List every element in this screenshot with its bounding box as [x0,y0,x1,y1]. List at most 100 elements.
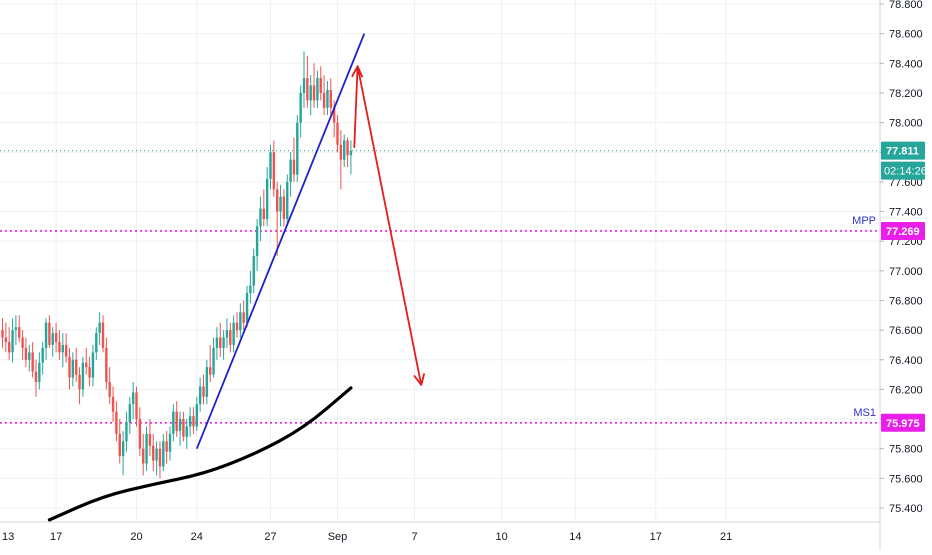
candle-down [105,347,108,382]
candle-down [282,196,286,219]
candle-down [88,367,91,378]
forecast-arrowhead-down [413,373,426,386]
candle-up [155,448,158,461]
time-tick-label: 21 [720,531,732,543]
candle-down [292,159,296,175]
candle-down [101,322,105,348]
candle-down [4,337,8,342]
candle-down [202,386,205,397]
time-tick-label: 10 [496,531,508,543]
candles-layer [1,51,353,479]
candle-up [28,352,31,360]
candle-down [78,374,81,390]
candle-down [8,341,11,353]
candle-up [326,89,329,108]
price-tick-label: 78.200 [889,88,923,100]
candle-up [309,85,312,101]
candle-up [11,330,14,353]
candle-up [95,333,98,353]
candle-down [322,92,326,108]
candle-up [265,178,269,219]
candle-up [299,92,302,123]
level-badge-value: 77.269 [886,226,920,238]
candle-down [158,448,162,467]
candle-up [168,433,172,452]
candle-down [148,433,152,446]
candle-up [61,344,64,353]
candle-up [212,347,215,375]
candle-down [142,448,145,464]
candle-up [349,150,353,156]
candle-down [48,322,51,345]
price-tick-label: 76.400 [889,355,923,367]
candle-up [188,416,192,427]
axes-layer [0,0,881,550]
forecast-arrowhead-up [351,65,364,78]
candle-down [1,330,4,338]
time-axis[interactable]: 13 17 20 24 27 Sep 7 10 14 17 21 [2,531,732,543]
candle-up [44,322,48,348]
candle-down [192,416,195,427]
price-tick-label: 75.600 [889,473,923,485]
candle-up [195,404,198,427]
candle-down [111,396,115,412]
candle-up [296,122,299,175]
candle-down [58,341,61,353]
candle-up [215,337,219,348]
price-tick-label: 77.400 [889,207,923,219]
candle-down [118,433,121,457]
candle-down [175,411,178,431]
moving-average-line [47,386,353,522]
candle-up [302,78,306,93]
candle-down [138,419,142,449]
pivot-levels-layer: MPP MS1 [0,150,880,424]
candle-up [41,347,44,363]
time-tick-label: Sep [328,531,348,543]
candle-down [242,312,245,323]
level-badge-value: 75.975 [886,418,920,430]
candle-down [135,392,138,420]
trendline [195,33,366,450]
time-tick-label: 13 [2,531,14,543]
current-price-badge [881,141,925,160]
candle-up [239,312,242,331]
candle-up [249,285,252,294]
candle-down [276,189,279,212]
price-tick-label: 78.000 [889,118,923,130]
candle-down [24,347,28,360]
candle-down [152,445,155,461]
candle-down [18,327,21,338]
candle-up [232,322,235,345]
candle-up [81,362,85,390]
price-tick-label: 75.800 [889,444,923,456]
candle-up [343,140,346,160]
candle-up [289,159,292,182]
candle-down [339,144,343,160]
candle-down [64,344,68,357]
candle-up [98,322,101,334]
drawings-layer [47,33,426,522]
price-tick-label: 75.400 [889,503,923,515]
price-tick-label: 78.800 [889,0,923,11]
candle-down [209,367,212,375]
candle-down [262,208,265,219]
candle-down [115,411,118,434]
price-badges-layer: 77.269 75.975 77.811 02:14:26 [881,141,927,432]
price-tick-label: 76.200 [889,384,923,396]
price-tick-label: 77.600 [889,177,923,189]
candle-down [68,356,71,378]
price-tick-label: 76.600 [889,325,923,337]
price-tick-label: 76.800 [889,295,923,307]
candle-up [222,337,225,348]
candle-up [269,152,272,179]
candle-down [31,352,34,372]
candle-down [75,359,78,375]
candle-down [219,337,222,348]
candle-up [121,441,125,457]
time-tick-label: 14 [569,531,581,543]
candle-down [272,152,276,190]
candle-down [85,362,88,368]
time-tick-label: 27 [264,531,276,543]
